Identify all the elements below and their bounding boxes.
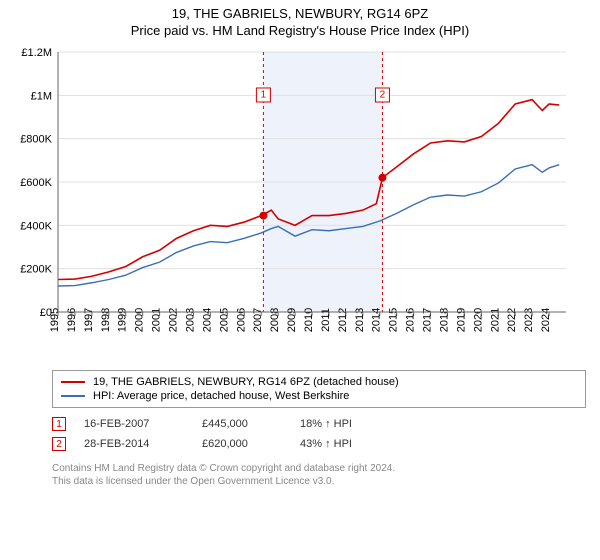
y-tick-label: £400K [20, 220, 52, 232]
x-tick-label: 2007 [252, 308, 264, 332]
footer-line-1: Contains HM Land Registry data © Crown c… [52, 462, 586, 475]
x-tick-label: 1997 [83, 308, 95, 332]
sales-price: £445,000 [202, 418, 282, 430]
x-tick-label: 2021 [489, 308, 501, 332]
chart-container: £0£200K£400K£600K£800K£1M£1.2M1995199619… [14, 44, 586, 364]
x-tick-label: 2013 [354, 308, 366, 332]
x-tick-label: 2010 [303, 308, 315, 332]
x-tick-label: 2002 [168, 308, 180, 332]
x-tick-label: 1999 [117, 308, 129, 332]
footer-line-2: This data is licensed under the Open Gov… [52, 475, 586, 488]
x-tick-label: 2001 [151, 308, 163, 332]
x-tick-label: 2008 [269, 308, 281, 332]
x-tick-label: 2023 [523, 308, 535, 332]
price-chart: £0£200K£400K£600K£800K£1M£1.2M1995199619… [14, 44, 574, 364]
title-address: 19, THE GABRIELS, NEWBURY, RG14 6PZ [0, 6, 600, 21]
chart-title-block: 19, THE GABRIELS, NEWBURY, RG14 6PZ Pric… [0, 0, 600, 42]
footer-attribution: Contains HM Land Registry data © Crown c… [52, 462, 586, 488]
x-tick-label: 2024 [540, 308, 552, 332]
sales-marker: 2 [52, 437, 66, 451]
sales-price: £620,000 [202, 438, 282, 450]
y-tick-label: £200K [20, 264, 52, 276]
legend-row: HPI: Average price, detached house, West… [61, 389, 577, 403]
x-tick-label: 2016 [405, 308, 417, 332]
sales-table: 1 16-FEB-2007 £445,000 18% ↑ HPI 2 28-FEB-201… [52, 414, 586, 454]
x-tick-label: 2014 [371, 308, 383, 332]
title-subtitle: Price paid vs. HM Land Registry's House … [0, 23, 600, 38]
sales-delta: 18% ↑ HPI [300, 418, 390, 430]
x-tick-label: 2020 [472, 308, 484, 332]
x-tick-label: 2019 [455, 308, 467, 332]
x-tick-label: 2000 [134, 308, 146, 332]
x-tick-label: 2003 [184, 308, 196, 332]
y-tick-label: £600K [20, 177, 52, 189]
x-tick-label: 2015 [388, 308, 400, 332]
sales-marker: 1 [52, 417, 66, 431]
y-tick-label: £1.2M [21, 47, 52, 59]
legend-label: HPI: Average price, detached house, West… [93, 390, 349, 402]
y-tick-label: £1M [31, 90, 52, 102]
x-tick-label: 2018 [438, 308, 450, 332]
x-tick-label: 2009 [286, 308, 298, 332]
legend-label: 19, THE GABRIELS, NEWBURY, RG14 6PZ (det… [93, 376, 399, 388]
sales-delta: 43% ↑ HPI [300, 438, 390, 450]
x-tick-label: 2004 [201, 308, 213, 332]
legend-swatch [61, 381, 85, 383]
x-tick-label: 1995 [49, 308, 61, 332]
x-tick-label: 2012 [337, 308, 349, 332]
y-tick-label: £800K [20, 134, 52, 146]
x-tick-label: 2006 [235, 308, 247, 332]
x-tick-label: 1998 [100, 308, 112, 332]
sale-marker-label: 1 [261, 90, 267, 101]
sales-date: 28-FEB-2014 [84, 438, 184, 450]
legend-row: 19, THE GABRIELS, NEWBURY, RG14 6PZ (det… [61, 375, 577, 389]
legend: 19, THE GABRIELS, NEWBURY, RG14 6PZ (det… [52, 370, 586, 408]
sales-row: 2 28-FEB-2014 £620,000 43% ↑ HPI [52, 434, 586, 454]
x-tick-label: 2022 [506, 308, 518, 332]
sale-marker-label: 2 [380, 90, 386, 101]
sales-row: 1 16-FEB-2007 £445,000 18% ↑ HPI [52, 414, 586, 434]
x-tick-label: 2005 [218, 308, 230, 332]
sales-date: 16-FEB-2007 [84, 418, 184, 430]
x-tick-label: 1996 [66, 308, 78, 332]
x-tick-label: 2017 [422, 308, 434, 332]
legend-swatch [61, 395, 85, 397]
